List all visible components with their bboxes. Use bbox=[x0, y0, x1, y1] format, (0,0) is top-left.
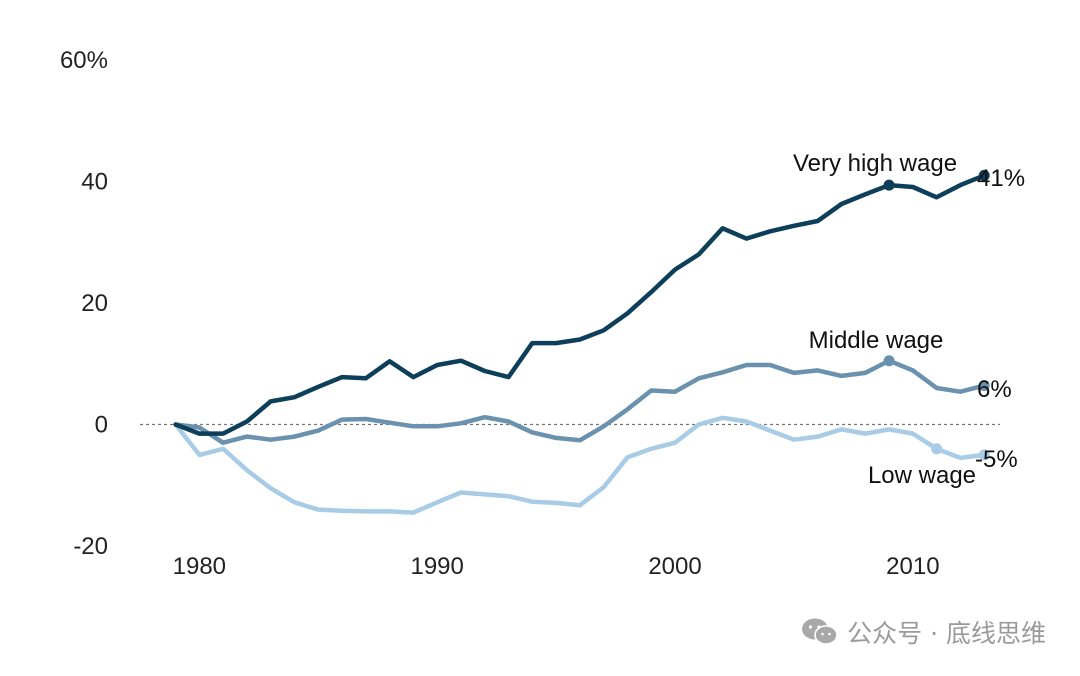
y-tick-label: 60% bbox=[60, 47, 108, 74]
series-layer bbox=[173, 169, 990, 515]
y-tick-label: 20 bbox=[81, 290, 108, 317]
y-tick-label: 0 bbox=[95, 412, 108, 439]
wechat-icon bbox=[802, 618, 838, 645]
series-name-label: Low wage bbox=[868, 462, 976, 489]
data-point-marker bbox=[978, 169, 990, 181]
x-tick-label: 2010 bbox=[886, 553, 939, 580]
data-point-marker bbox=[931, 443, 943, 455]
watermark-text: 公众号 · 底线思维 bbox=[847, 619, 1046, 648]
y-tick-label: 40 bbox=[81, 169, 108, 196]
series-line-low-wage bbox=[173, 415, 987, 515]
x-tick-label: 1990 bbox=[410, 553, 463, 580]
series-end-value-label: 41% bbox=[977, 165, 1025, 192]
data-point-marker bbox=[978, 380, 990, 392]
y-tick-label: -20 bbox=[73, 533, 108, 560]
series-name-label: Middle wage bbox=[809, 327, 944, 354]
data-point-marker bbox=[883, 355, 895, 367]
y-axis-ticks: -20 0 20 40 60% bbox=[60, 47, 108, 560]
series-line-very-high-wage bbox=[173, 173, 987, 436]
watermark: 公众号 · 底线思维 bbox=[801, 614, 1046, 650]
series-line-middle-wage bbox=[173, 358, 987, 445]
series-name-label: Very high wage bbox=[793, 150, 957, 177]
series-end-value-label: -5% bbox=[975, 446, 1018, 473]
x-axis-ticks: 1980 1990 2000 2010 bbox=[173, 553, 940, 580]
x-tick-label: 2000 bbox=[648, 553, 701, 580]
data-point-marker bbox=[978, 449, 990, 461]
x-tick-label: 1980 bbox=[173, 553, 226, 580]
series-end-value-label: 6% bbox=[977, 376, 1012, 403]
label-layer: Very high wage 41% Middle wage 6% Low wage-5… bbox=[793, 150, 1025, 489]
data-point-marker bbox=[883, 179, 895, 191]
